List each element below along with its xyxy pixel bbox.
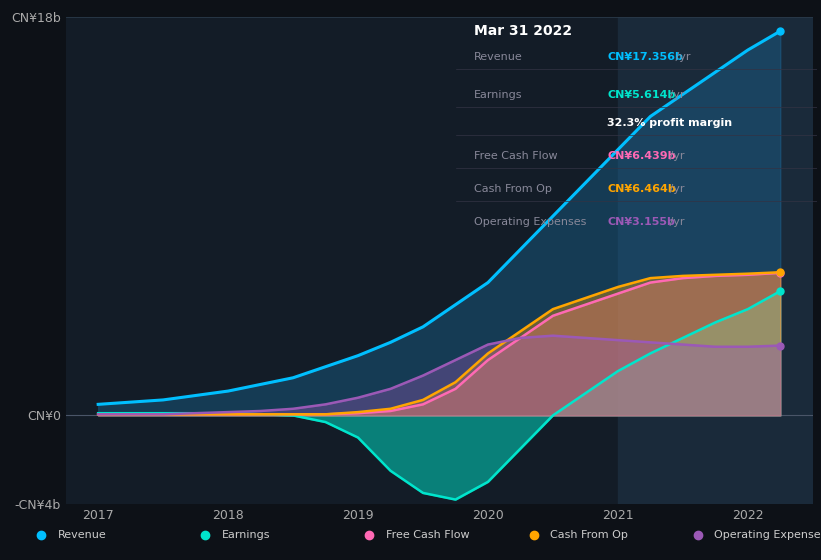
Text: /yr: /yr [666, 151, 685, 161]
Text: CN¥6.464b: CN¥6.464b [608, 184, 677, 194]
Text: CN¥17.356b: CN¥17.356b [608, 52, 683, 62]
Text: Free Cash Flow: Free Cash Flow [386, 530, 470, 540]
Text: Operating Expenses: Operating Expenses [474, 217, 586, 227]
Text: Operating Expenses: Operating Expenses [714, 530, 821, 540]
Text: Cash From Op: Cash From Op [474, 184, 552, 194]
Text: 32.3% profit margin: 32.3% profit margin [608, 118, 732, 128]
Text: CN¥3.155b: CN¥3.155b [608, 217, 675, 227]
Text: Free Cash Flow: Free Cash Flow [474, 151, 557, 161]
Text: /yr: /yr [666, 217, 685, 227]
Text: Earnings: Earnings [222, 530, 270, 540]
Text: Earnings: Earnings [474, 90, 522, 100]
Text: /yr: /yr [666, 184, 685, 194]
Text: /yr: /yr [666, 90, 685, 100]
Text: Revenue: Revenue [474, 52, 522, 62]
Text: CN¥6.439b: CN¥6.439b [608, 151, 676, 161]
Text: CN¥5.614b: CN¥5.614b [608, 90, 676, 100]
Text: Cash From Op: Cash From Op [550, 530, 628, 540]
Text: /yr: /yr [672, 52, 691, 62]
Text: Mar 31 2022: Mar 31 2022 [474, 25, 572, 39]
Text: Revenue: Revenue [57, 530, 106, 540]
Bar [618, 17, 813, 504]
